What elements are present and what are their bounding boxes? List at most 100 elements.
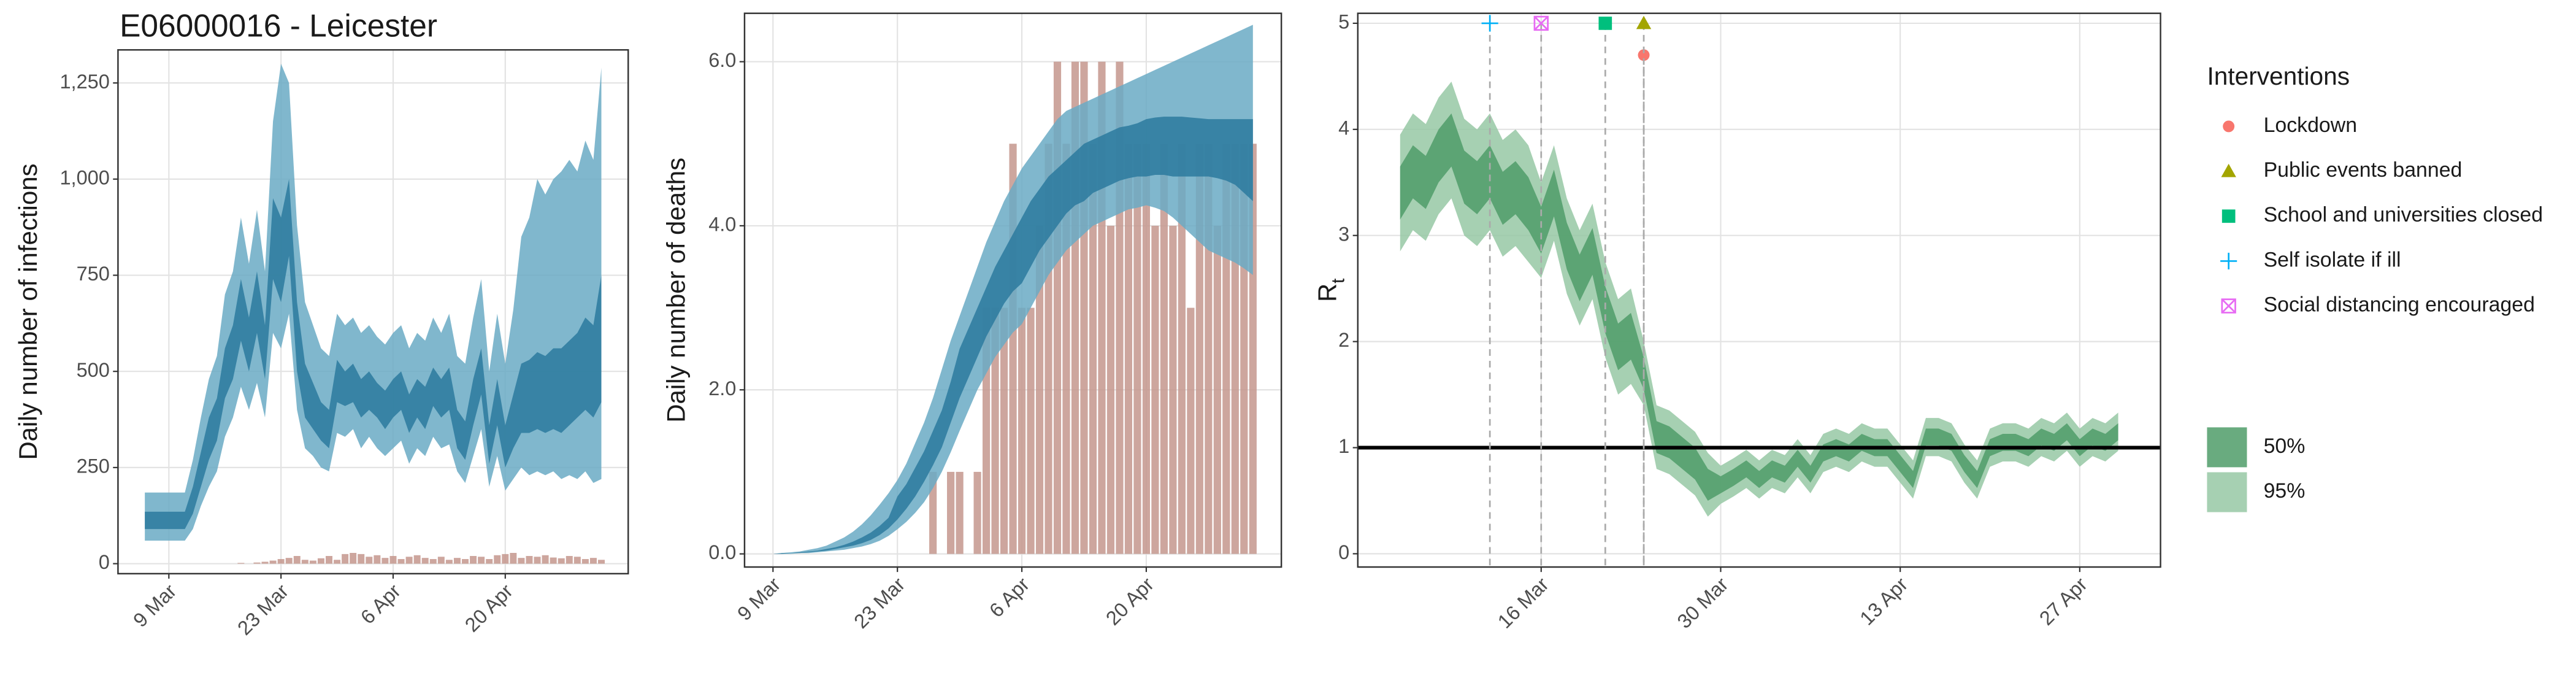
legend-label: 50% xyxy=(2264,434,2306,458)
x-tick-label: 6 Apr xyxy=(356,580,405,628)
y-tick-label: 2 xyxy=(1338,329,1349,351)
x-tick-label: 9 Mar xyxy=(733,573,784,625)
bar xyxy=(486,559,493,564)
bar xyxy=(1160,144,1168,554)
y-tick-label: 750 xyxy=(77,263,110,285)
bar xyxy=(261,561,269,564)
bar xyxy=(1169,225,1177,554)
bar xyxy=(929,471,937,554)
bar xyxy=(973,471,981,554)
y-tick-label: 6.0 xyxy=(708,49,736,71)
band xyxy=(773,117,1253,554)
bar xyxy=(518,558,525,564)
bar xyxy=(437,557,445,564)
bar xyxy=(1195,144,1203,554)
legend-marker xyxy=(2223,120,2235,133)
bar xyxy=(421,558,429,564)
bar xyxy=(956,471,964,554)
bar xyxy=(502,554,509,564)
bar xyxy=(334,560,341,564)
bar xyxy=(589,558,597,564)
legend-title: Interventions xyxy=(2207,62,2350,90)
bar xyxy=(526,556,533,564)
x-tick-label: 9 Mar xyxy=(129,580,180,631)
x-tick-label: 20 Apr xyxy=(461,580,517,636)
legend-label: Social distancing encouraged xyxy=(2264,293,2535,317)
y-axis-title: Rt xyxy=(1313,278,1349,302)
x-tick-label: 16 Mar xyxy=(1493,573,1553,633)
legend-marker xyxy=(2221,163,2236,177)
y-tick-label: 1,250 xyxy=(59,71,109,93)
y-tick-label: 2.0 xyxy=(708,377,736,399)
y-tick-label: 1 xyxy=(1338,435,1349,457)
bar xyxy=(381,558,389,564)
panel-border xyxy=(117,49,629,575)
bar xyxy=(342,554,349,564)
bar xyxy=(1151,225,1159,554)
bar xyxy=(1018,307,1026,554)
bar xyxy=(534,557,541,564)
intervention-marker xyxy=(1638,49,1650,61)
bar xyxy=(1133,144,1141,554)
bar xyxy=(1213,225,1221,554)
bar xyxy=(405,557,413,564)
legend-marker xyxy=(2220,252,2237,269)
chart-title: E06000016 - Leicester xyxy=(120,8,437,44)
bar xyxy=(550,557,557,564)
bar xyxy=(358,554,365,564)
panel-border xyxy=(1357,12,2161,568)
intervention-marker xyxy=(1481,15,1498,32)
intervention-marker xyxy=(1636,15,1652,29)
bar xyxy=(445,560,453,564)
y-tick-label: 0 xyxy=(99,551,110,573)
legend-label: School and universities closed xyxy=(2264,203,2543,226)
bar xyxy=(366,557,373,564)
legend-label: Self isolate if ill xyxy=(2264,248,2401,271)
band xyxy=(1400,82,2118,517)
bar xyxy=(565,556,573,564)
bar xyxy=(350,552,357,564)
legend-marker xyxy=(2221,298,2236,314)
bar xyxy=(285,558,293,564)
legend-swatch xyxy=(2207,472,2247,512)
x-tick-label: 30 Mar xyxy=(1673,573,1733,633)
bar xyxy=(317,558,324,564)
bar xyxy=(1178,144,1186,554)
bar xyxy=(397,559,405,564)
legend-label: Public events banned xyxy=(2264,158,2463,182)
y-tick-label: 250 xyxy=(77,455,110,477)
bar xyxy=(598,560,605,564)
y-axis-title: Daily number of deaths xyxy=(662,158,691,423)
bar xyxy=(1000,307,1008,554)
y-tick-label: 1,000 xyxy=(59,166,109,188)
bar xyxy=(478,557,485,564)
legend-marker xyxy=(2221,209,2236,223)
y-tick-label: 4.0 xyxy=(708,213,736,235)
bar xyxy=(309,560,316,564)
bar xyxy=(1142,144,1150,554)
y-axis-title-text: Daily number of deaths xyxy=(662,158,691,423)
bar xyxy=(558,558,565,564)
legend-label: Lockdown xyxy=(2264,114,2357,137)
bar xyxy=(947,471,955,554)
bar xyxy=(1187,307,1195,554)
band xyxy=(145,179,602,530)
bar xyxy=(462,559,469,564)
bar xyxy=(301,560,309,564)
bar xyxy=(253,562,261,564)
x-tick-label: 6 Apr xyxy=(985,573,1033,622)
bar xyxy=(542,555,549,564)
x-tick-label: 23 Mar xyxy=(233,580,293,639)
y-axis-title-subscript: t xyxy=(1328,278,1349,284)
bar xyxy=(510,552,517,564)
legend-swatch xyxy=(2207,427,2247,468)
bar xyxy=(1089,144,1097,554)
bar xyxy=(453,558,461,564)
bar xyxy=(389,556,397,564)
bar xyxy=(470,556,477,564)
bar xyxy=(1027,307,1035,554)
bar xyxy=(1124,144,1133,554)
y-axis-title: Daily number of infections xyxy=(13,163,42,460)
y-axis-title-text: R xyxy=(1313,284,1342,302)
